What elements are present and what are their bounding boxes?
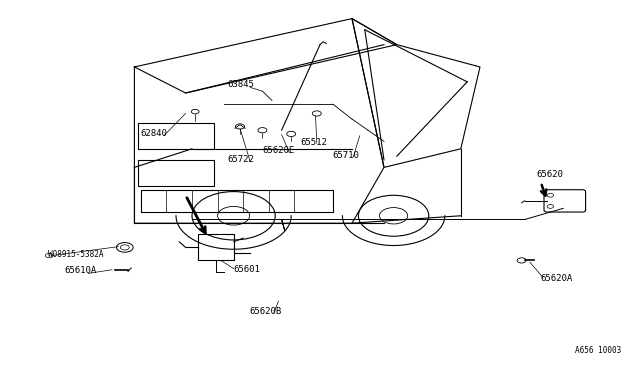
- Text: A656 10003: A656 10003: [575, 346, 621, 355]
- Text: 65722: 65722: [227, 155, 254, 164]
- Bar: [141, 190, 333, 212]
- Bar: [198, 234, 234, 260]
- Text: 65710: 65710: [333, 151, 360, 160]
- Text: 65610A: 65610A: [64, 266, 96, 275]
- Text: 65620B: 65620B: [250, 307, 282, 316]
- Text: 65601: 65601: [234, 264, 260, 273]
- Text: 65620: 65620: [536, 170, 563, 179]
- Text: 65512: 65512: [301, 138, 328, 147]
- Text: 62840: 62840: [141, 129, 168, 138]
- Text: 63845: 63845: [227, 80, 254, 89]
- Bar: [138, 123, 214, 149]
- Text: 65620A: 65620A: [541, 274, 573, 283]
- Bar: [138, 160, 214, 186]
- Text: W08915-5382A: W08915-5382A: [48, 250, 104, 259]
- Text: 65620E: 65620E: [262, 145, 294, 154]
